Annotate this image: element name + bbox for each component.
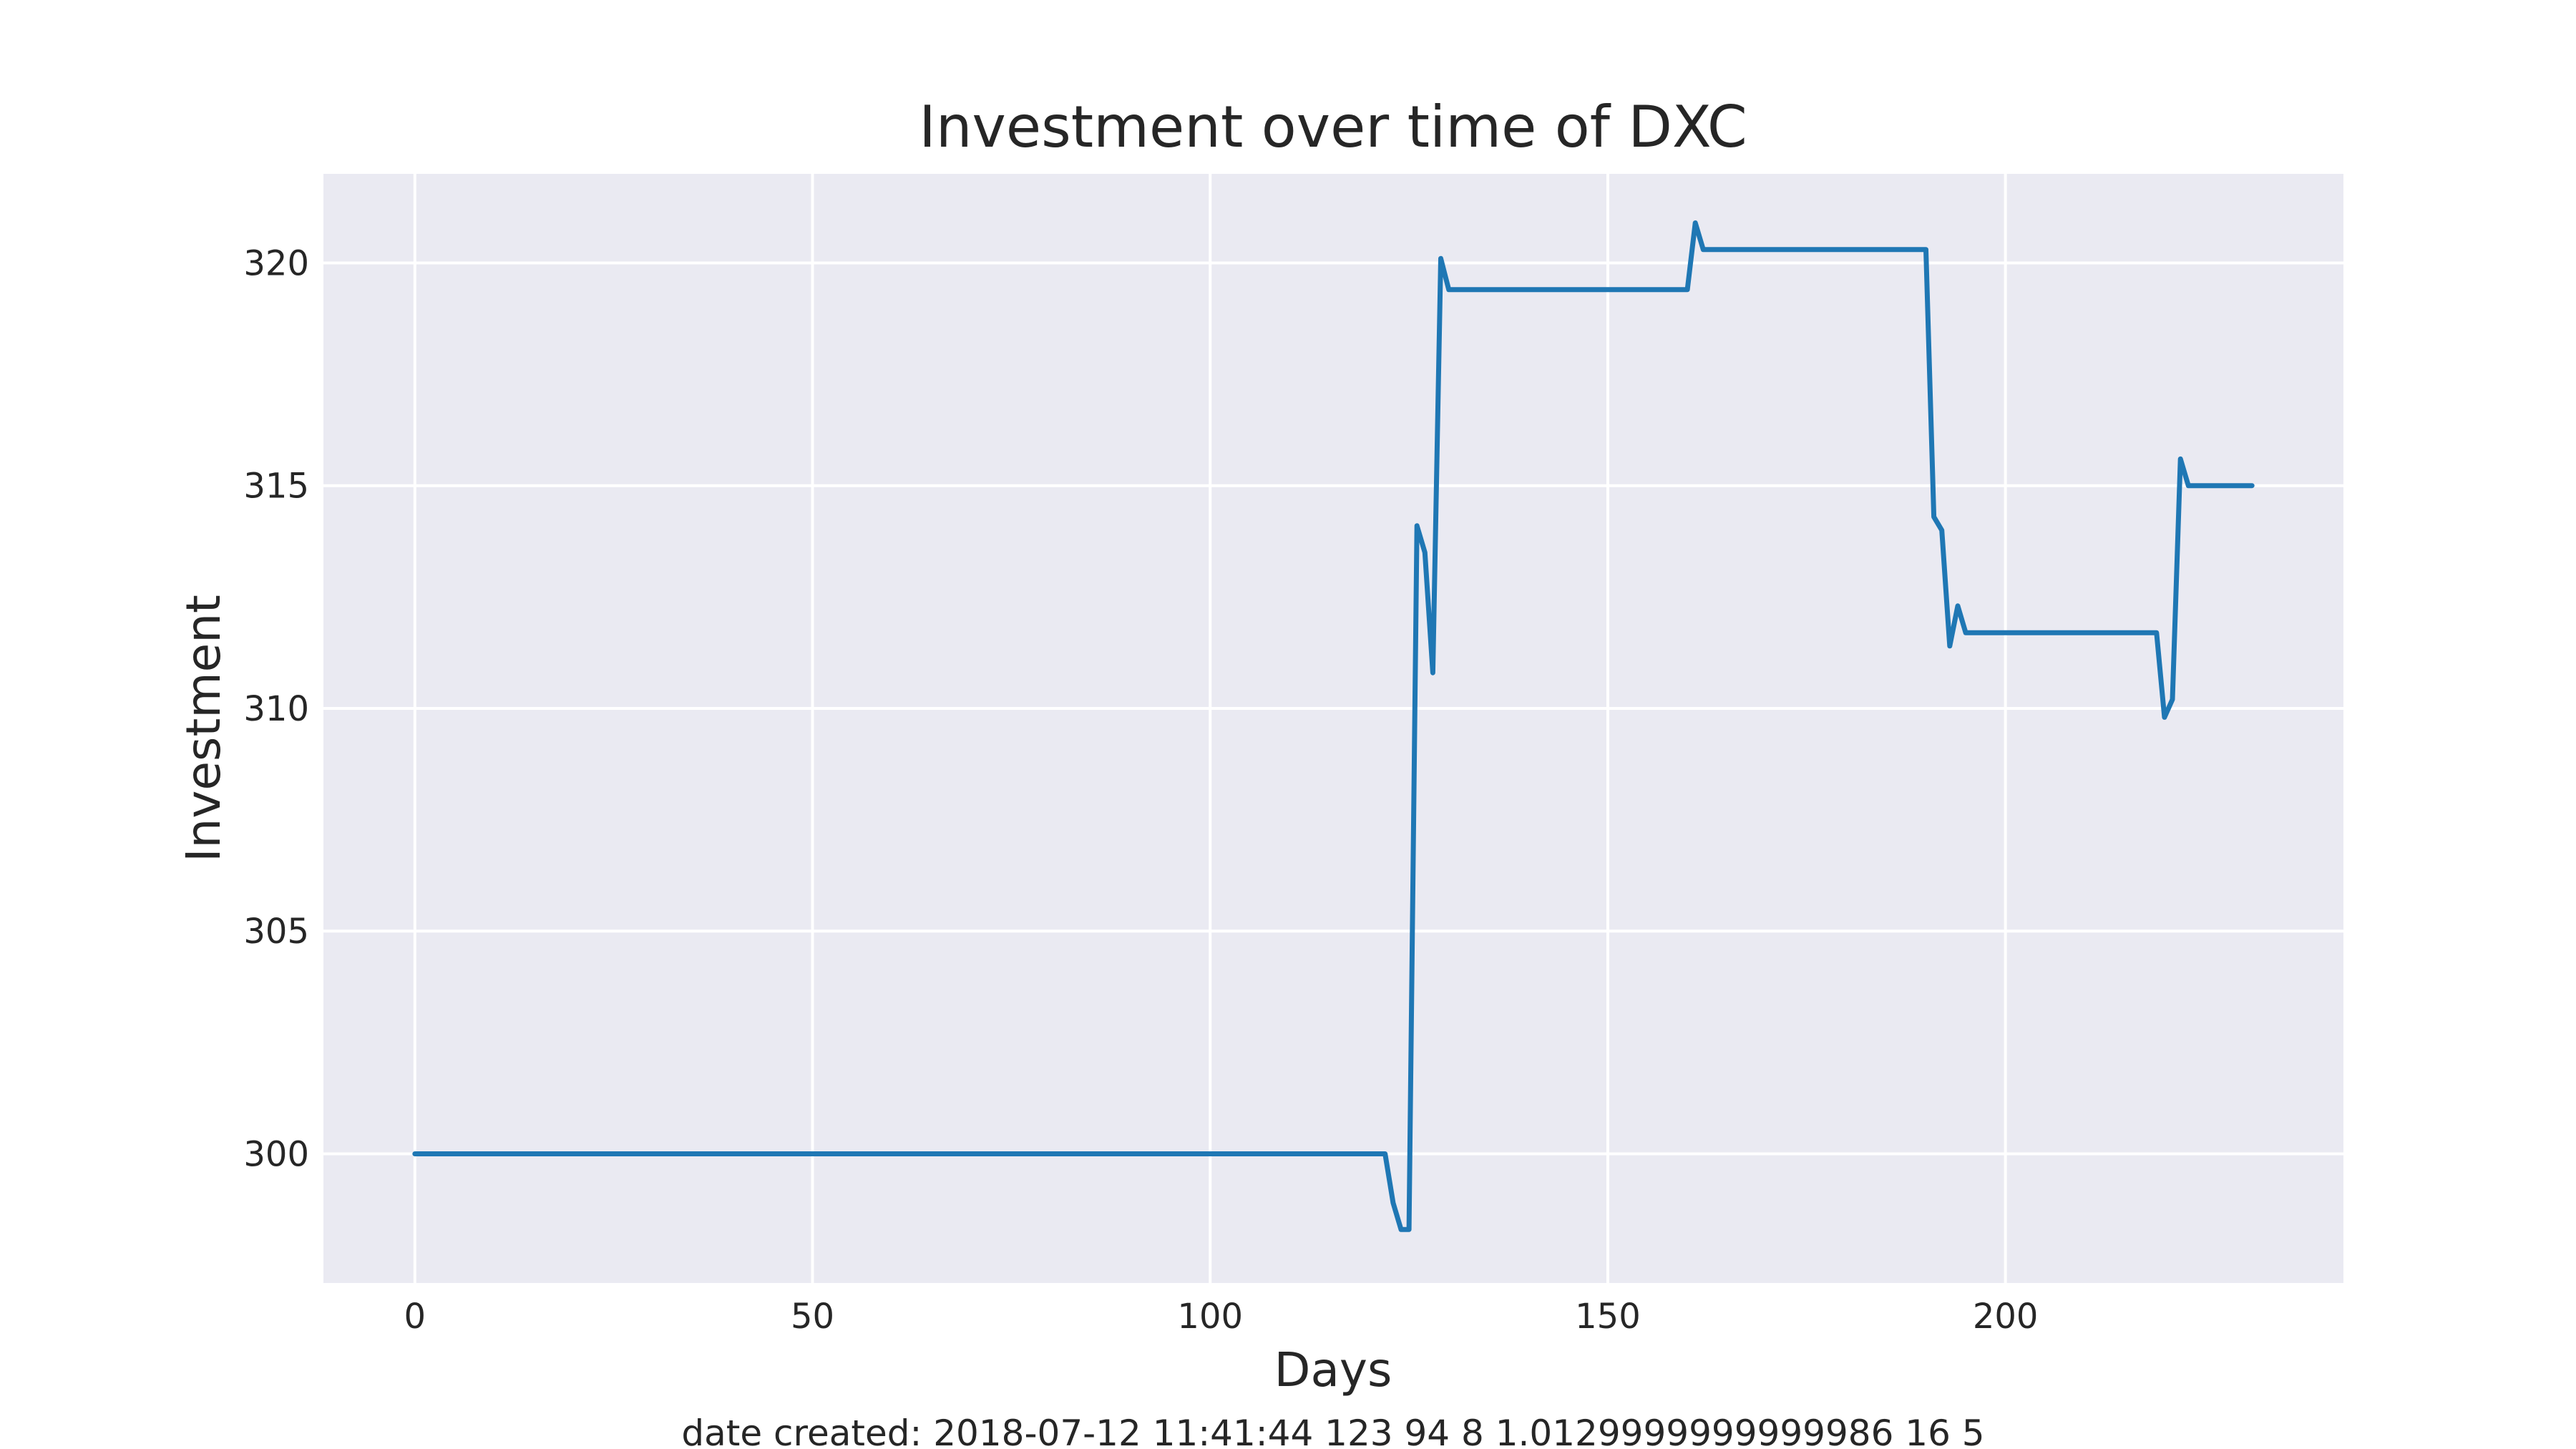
chart-title: Investment over time of DXC (919, 94, 1747, 160)
y-tick-label: 315 (243, 467, 309, 507)
x-tick-label: 150 (1575, 1297, 1641, 1337)
y-tick-label: 320 (243, 243, 309, 283)
series-layer (412, 220, 2255, 1232)
y-axis-label: Investment (176, 595, 231, 862)
x-tick-label: 50 (791, 1297, 834, 1337)
tick-labels: 0 50 100 150 200 300 305 310 315 320 (243, 243, 2038, 1337)
x-tick-label: 100 (1177, 1297, 1243, 1337)
x-tick-label: 200 (1973, 1297, 2039, 1337)
y-tick-label: 300 (243, 1134, 309, 1174)
plot-background (323, 174, 2343, 1283)
x-axis-label: Days (1274, 1342, 1392, 1397)
footer-caption: date created: 2018-07-12 11:41:44 123 94… (681, 1413, 1984, 1449)
investment-series-line (412, 220, 2255, 1232)
y-tick-label: 305 (243, 912, 309, 952)
y-tick-label: 310 (243, 689, 309, 729)
x-tick-label: 0 (404, 1297, 426, 1337)
